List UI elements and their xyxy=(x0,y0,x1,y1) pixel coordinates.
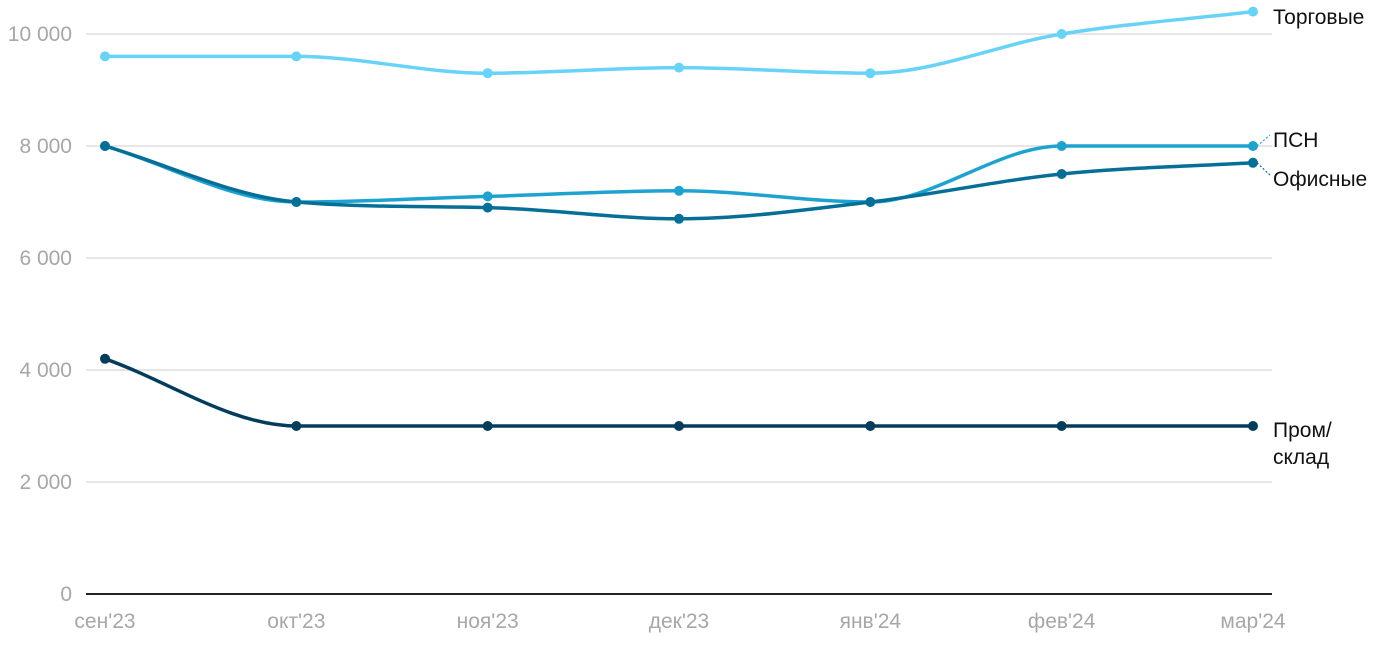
series-1-point xyxy=(1056,141,1067,151)
x-tick-label: сен'23 xyxy=(74,610,135,633)
series-3-point xyxy=(865,421,876,431)
y-axis: 0 2 000 4 000 6 000 8 000 10 000 xyxy=(8,23,72,606)
series-1-point xyxy=(674,185,684,196)
series-1-point xyxy=(482,191,493,202)
series-0-label-line: Торговые xyxy=(1273,6,1364,29)
y-tick-label: 6 000 xyxy=(19,247,72,270)
series-3-label: Пром/склад xyxy=(1273,419,1332,469)
y-tick-label: 2 000 xyxy=(19,471,72,494)
series-labels: Торговые ПСН Офисные Пром/склад xyxy=(1256,6,1367,469)
x-tick-label: окт'23 xyxy=(267,610,325,633)
x-tick-label: дек'23 xyxy=(649,610,710,633)
series-0-label: Торговые xyxy=(1273,6,1364,29)
series-1-label: ПСН xyxy=(1273,129,1318,152)
series-3-point xyxy=(482,421,493,431)
series-points xyxy=(100,6,1258,431)
series-2-point xyxy=(1056,169,1067,179)
series-1-point xyxy=(1248,141,1258,151)
x-tick-label: фев'24 xyxy=(1028,610,1096,633)
series-2-point xyxy=(291,197,302,207)
series-0-point xyxy=(1248,6,1258,17)
series-3-point xyxy=(100,353,110,364)
series-2-point xyxy=(482,202,493,213)
series-3-point xyxy=(1056,421,1067,431)
series-2-label-leader xyxy=(1256,162,1271,176)
series-2-point xyxy=(100,141,110,151)
series-3-label-line: Пром/ xyxy=(1273,419,1332,442)
series-3-line xyxy=(103,357,1255,428)
series-3-point xyxy=(674,421,684,431)
series-2-label-line: Офисные xyxy=(1273,168,1367,191)
series-3-point xyxy=(1248,421,1258,431)
series-0-point xyxy=(291,51,302,62)
series-2-label: Офисные xyxy=(1273,168,1367,191)
series-1-label-line: ПСН xyxy=(1273,129,1318,152)
series-2-point xyxy=(865,197,876,207)
x-tick-label: янв'24 xyxy=(840,610,902,633)
series-3-point xyxy=(291,421,302,431)
series-3-label-line: склад xyxy=(1273,446,1329,469)
y-tick-label: 10 000 xyxy=(8,23,72,46)
series-2-point xyxy=(1248,157,1258,168)
series-0-point xyxy=(100,51,110,62)
grid-lines xyxy=(86,33,1272,483)
series-0-point xyxy=(482,68,493,79)
series-0-point xyxy=(1056,29,1067,39)
y-tick-label: 8 000 xyxy=(19,135,72,158)
x-tick-label: мар'24 xyxy=(1220,610,1285,633)
y-tick-label: 0 xyxy=(60,583,72,606)
series-2-line xyxy=(103,144,1255,221)
series-0-point xyxy=(865,68,876,79)
y-tick-label: 4 000 xyxy=(19,359,72,382)
x-axis: сен'23 окт'23 ноя'23 дек'23 янв'24 фев'24 мар'… xyxy=(74,593,1286,633)
series-2-point xyxy=(674,213,684,224)
x-tick-label: ноя'23 xyxy=(457,610,519,633)
series-1-label-leader xyxy=(1256,134,1271,147)
series-0-point xyxy=(674,62,684,73)
